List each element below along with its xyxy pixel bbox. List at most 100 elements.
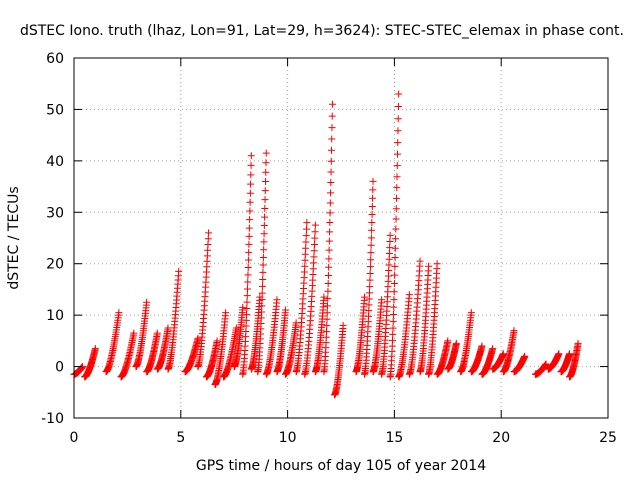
data-point	[365, 289, 373, 297]
y-tick-label: 10	[46, 308, 64, 324]
x-tick-label: 20	[492, 430, 510, 446]
y-axis-label: dSTEC / TECUs	[6, 186, 22, 289]
data-point	[323, 309, 331, 317]
satellite-pass	[557, 350, 574, 376]
data-point	[261, 213, 269, 221]
data-point	[244, 271, 252, 279]
y-axis: -10 0 10 20 30 40 50 60	[41, 51, 608, 427]
data-point	[327, 157, 335, 165]
satellite-pass	[254, 149, 270, 376]
data-point	[389, 324, 397, 332]
data-point	[369, 177, 377, 185]
data-point	[222, 309, 230, 317]
data-point	[244, 264, 252, 272]
data-point	[328, 100, 336, 108]
data-point	[499, 350, 507, 358]
data-point	[392, 225, 400, 233]
data-point	[368, 211, 376, 219]
x-tick-label: 15	[385, 430, 403, 446]
data-point	[260, 238, 268, 246]
data-point	[310, 259, 318, 267]
data-point	[323, 302, 331, 310]
satellite-pass	[181, 334, 202, 376]
data-point	[368, 226, 376, 234]
x-tick-label: 25	[599, 430, 617, 446]
data-point	[261, 187, 269, 195]
data-point	[323, 322, 331, 330]
satellite-pass	[566, 339, 582, 381]
y-tick-label: 30	[46, 205, 64, 221]
data-point	[365, 295, 373, 303]
data-point	[310, 247, 318, 255]
data-point	[247, 161, 255, 169]
data-point	[368, 202, 376, 210]
satellite-pass	[478, 345, 497, 378]
satellite-pass	[239, 152, 255, 378]
satellite-pass	[531, 360, 550, 378]
data-point	[324, 272, 332, 280]
data-point	[246, 198, 254, 206]
data-point	[360, 293, 368, 301]
satellite-pass	[369, 296, 386, 376]
data-point	[467, 309, 475, 317]
satellite-pass	[544, 350, 563, 373]
x-axis: 0 5 10 15 20 25	[70, 58, 617, 446]
x-tick-label: 10	[279, 430, 297, 446]
data-point	[433, 260, 441, 268]
satellite-pass	[331, 321, 347, 399]
data-point	[425, 262, 433, 270]
satellite-pass	[202, 337, 221, 381]
data-point	[246, 207, 254, 215]
data-point	[143, 298, 151, 306]
data-point	[247, 180, 255, 188]
data-point	[261, 196, 269, 204]
x-tick-label: 5	[176, 430, 185, 446]
data-point	[367, 234, 375, 242]
data-point	[164, 324, 172, 332]
data-point	[303, 225, 311, 233]
data-point	[395, 90, 403, 98]
satellite-pass	[433, 337, 452, 378]
data-point	[328, 112, 336, 120]
data-point	[247, 171, 255, 179]
data-point	[385, 249, 393, 257]
data-point	[232, 324, 240, 332]
data-point	[301, 250, 309, 258]
data-point	[325, 237, 333, 245]
satellite-pass	[360, 177, 377, 378]
data-point	[262, 178, 270, 186]
data-point	[416, 257, 424, 265]
data-point	[260, 246, 268, 254]
satellite-pass	[211, 309, 230, 389]
data-point	[327, 168, 335, 176]
data-point	[390, 303, 398, 311]
data-point	[390, 280, 398, 288]
data-point	[243, 285, 251, 293]
data-point	[510, 327, 518, 335]
data-point	[302, 244, 310, 252]
data-point	[259, 253, 267, 261]
data-point	[393, 162, 401, 170]
data-point	[311, 234, 319, 242]
data-point	[391, 253, 399, 261]
data-point	[328, 124, 336, 132]
data-point	[389, 317, 397, 325]
satellite-pass	[230, 303, 247, 371]
data-point	[394, 115, 402, 123]
data-point	[326, 199, 334, 207]
data-point	[247, 152, 255, 160]
data-point	[320, 293, 328, 301]
data-point	[324, 295, 332, 303]
satellite-pass	[301, 221, 319, 378]
data-point	[302, 238, 310, 246]
satellite-pass	[117, 329, 138, 381]
data-point	[259, 275, 267, 283]
data-point	[327, 178, 335, 186]
data-point	[245, 224, 253, 232]
data-point	[325, 246, 333, 254]
data-point	[326, 218, 334, 226]
data-point	[309, 265, 317, 273]
data-point	[324, 279, 332, 287]
data-point	[367, 256, 375, 264]
data-point	[394, 102, 402, 110]
